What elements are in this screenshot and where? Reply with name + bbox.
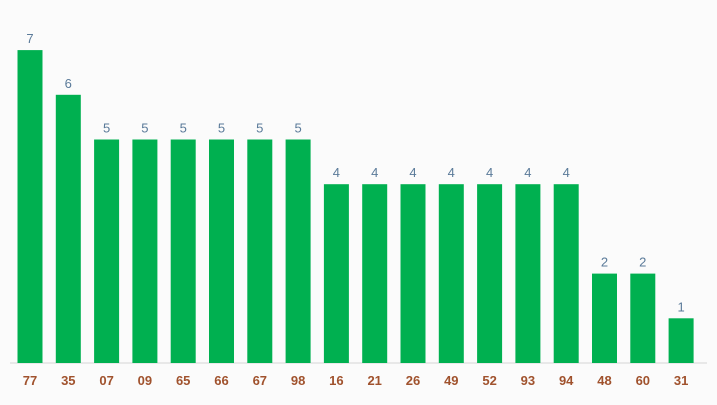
value-label-16: 4 <box>333 165 340 180</box>
x-tick-label-52: 52 <box>482 373 496 388</box>
bar-21 <box>362 184 388 363</box>
value-label-09: 5 <box>141 121 148 136</box>
value-label-49: 4 <box>448 165 455 180</box>
x-tick-label-31: 31 <box>674 373 688 388</box>
bar-66 <box>209 139 234 363</box>
bar-94 <box>553 184 579 363</box>
bar-49 <box>438 184 464 363</box>
value-label-52: 4 <box>486 165 493 180</box>
bar-77 <box>17 50 43 363</box>
value-label-66: 5 <box>218 121 225 136</box>
value-label-98: 5 <box>294 121 301 136</box>
bar-93 <box>515 184 541 363</box>
value-label-21: 4 <box>371 165 378 180</box>
x-tick-labels-group: 77 35 07 09 65 66 67 98 16 21 26 49 52 93 94 48 60 31 <box>23 373 689 388</box>
x-tick-label-35: 35 <box>61 373 75 388</box>
bar-52 <box>477 184 503 363</box>
bar-16 <box>323 184 349 363</box>
x-tick-label-07: 07 <box>99 373 113 388</box>
value-label-65: 5 <box>180 121 187 136</box>
x-tick-label-49: 49 <box>444 373 458 388</box>
x-tick-label-16: 16 <box>329 373 343 388</box>
value-labels-group: 7 6 5 5 5 5 5 5 4 4 4 4 4 4 4 2 2 1 <box>26 31 684 314</box>
value-label-26: 4 <box>409 165 416 180</box>
x-tick-label-66: 66 <box>214 373 228 388</box>
value-label-94: 4 <box>563 165 570 180</box>
bar-48 <box>592 273 617 363</box>
x-tick-label-26: 26 <box>406 373 420 388</box>
x-tick-label-67: 67 <box>253 373 267 388</box>
bars-group <box>17 50 694 364</box>
x-tick-label-93: 93 <box>521 373 535 388</box>
value-label-31: 1 <box>677 299 684 314</box>
x-tick-label-48: 48 <box>597 373 611 388</box>
value-label-35: 6 <box>65 76 72 91</box>
bar-09 <box>132 139 158 363</box>
x-tick-label-98: 98 <box>291 373 305 388</box>
x-tick-label-60: 60 <box>636 373 650 388</box>
value-label-77: 7 <box>26 31 33 46</box>
x-tick-label-77: 77 <box>23 373 37 388</box>
bar-35 <box>55 94 81 364</box>
value-label-07: 5 <box>103 121 110 136</box>
x-tick-label-09: 09 <box>138 373 152 388</box>
bar-67 <box>247 139 273 363</box>
bar-26 <box>400 184 426 363</box>
bar-65 <box>170 139 196 363</box>
bar-31 <box>668 318 694 363</box>
bar-60 <box>630 273 656 363</box>
value-label-60: 2 <box>639 255 646 270</box>
bar-98 <box>285 139 311 363</box>
x-tick-label-21: 21 <box>367 373 381 388</box>
value-label-48: 2 <box>601 255 608 270</box>
bar-07 <box>94 139 120 363</box>
value-label-67: 5 <box>256 121 263 136</box>
x-tick-label-65: 65 <box>176 373 190 388</box>
value-label-93: 4 <box>524 165 531 180</box>
x-tick-label-94: 94 <box>559 373 574 388</box>
